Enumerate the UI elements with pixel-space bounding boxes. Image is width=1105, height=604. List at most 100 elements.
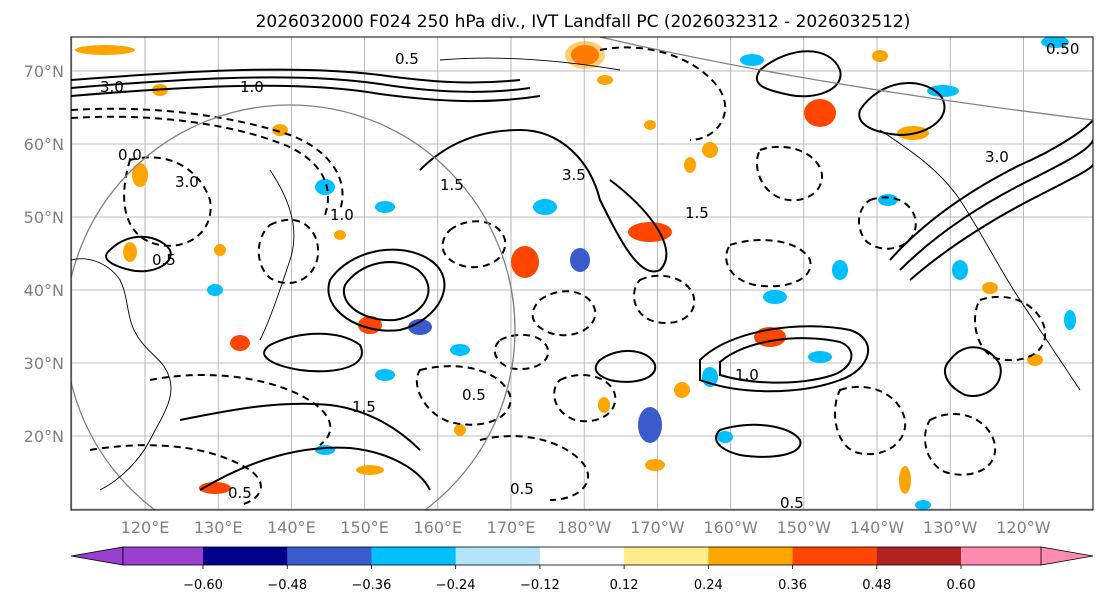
contour-line <box>633 274 696 324</box>
conv-blob <box>832 260 848 280</box>
conv-blob <box>375 369 395 381</box>
gray-circle <box>71 104 516 510</box>
div-blob <box>644 120 656 130</box>
contour-line <box>909 164 1093 281</box>
contour-line <box>493 333 550 370</box>
colorbar-tick-label: −0.24 <box>436 578 476 593</box>
latitude-label: 60°N <box>24 135 64 154</box>
contour-line <box>719 337 853 384</box>
contour-line <box>263 332 363 373</box>
conv-blob <box>952 260 968 280</box>
colorbar-bin <box>287 547 372 565</box>
colorbar-tick-label: −0.36 <box>352 578 392 593</box>
contour-line <box>699 325 870 393</box>
div-blob <box>982 282 998 294</box>
colorbar-tick-label: −0.60 <box>183 578 223 593</box>
gridlines <box>71 37 1093 510</box>
contour-line <box>123 156 212 247</box>
colorbar-bin <box>624 547 709 565</box>
colorbar-bin <box>792 547 878 565</box>
conv-blob <box>763 290 787 304</box>
div-blob <box>123 242 137 262</box>
contour-line <box>71 76 531 93</box>
div-blob <box>230 335 250 351</box>
longitude-label: 120°E <box>121 518 170 537</box>
div-blob <box>272 124 288 136</box>
colorbar-bin <box>876 547 962 565</box>
latitude-label: 20°N <box>24 427 64 446</box>
div-blob <box>334 230 346 240</box>
conv-blob <box>315 445 335 455</box>
reference-circle <box>71 37 1093 510</box>
chart-title: 2026032000 F024 250 hPa div., IVT Landfa… <box>256 12 911 32</box>
contour-label: 0.5 <box>152 251 176 269</box>
longitude-label: 160°W <box>703 518 758 537</box>
longitude-label: 150°W <box>777 518 832 537</box>
contour-line <box>441 220 507 269</box>
contour-line <box>149 374 332 446</box>
contour-line <box>599 46 727 141</box>
contour-line <box>105 235 172 273</box>
conv-blob <box>375 201 395 213</box>
contour-label: 0.5 <box>228 484 252 502</box>
conv-blob <box>878 194 898 206</box>
div-blob <box>645 459 665 471</box>
latitude-labels: 70°N 60°N 50°N 40°N 30°N 20°N <box>24 62 64 446</box>
contour-line <box>71 84 541 103</box>
colorbar-bin <box>961 547 1042 565</box>
contour-label: 3.0 <box>175 173 199 191</box>
coastlines <box>71 57 1081 491</box>
latitude-label: 40°N <box>24 281 64 300</box>
div-blob <box>804 99 836 127</box>
contour-line <box>974 295 1047 362</box>
conv-blob <box>740 54 764 66</box>
colorbar-bin <box>123 547 204 565</box>
conv-blob <box>927 85 959 97</box>
div-blob <box>684 157 696 173</box>
contour-line <box>899 139 1093 271</box>
coastline <box>439 57 621 71</box>
colorbar-bin <box>539 547 625 565</box>
contour-label: 0.5 <box>780 494 804 512</box>
coastline <box>259 169 295 341</box>
div-blob <box>565 41 605 69</box>
contour-line <box>858 82 946 137</box>
conv-blob <box>315 179 335 195</box>
div-blob <box>674 382 690 398</box>
contour-label: 0.5 <box>510 480 534 498</box>
contour-line <box>479 435 590 501</box>
contour-line <box>342 261 430 322</box>
longitude-label: 160°E <box>413 518 462 537</box>
contour-line <box>755 50 842 98</box>
div-blob <box>511 246 539 278</box>
contour-line <box>924 413 997 476</box>
div-blob <box>597 75 613 85</box>
conv-blob <box>1064 310 1076 330</box>
contour-line <box>834 385 907 456</box>
colorbar-tick-label: 0.60 <box>947 578 976 593</box>
contour-label: 1.0 <box>330 206 354 224</box>
contour-line <box>553 374 617 423</box>
contour-line <box>725 239 812 288</box>
colorbar-tick-label: 0.36 <box>778 578 807 593</box>
contour-line <box>71 68 521 84</box>
contour-line <box>199 446 431 491</box>
contour-label: 1.0 <box>735 366 759 384</box>
gray-arc <box>599 37 1093 121</box>
contour-line <box>944 346 1002 397</box>
contour-line <box>889 119 1093 261</box>
contour-label: 0.50 <box>1046 40 1079 58</box>
longitude-label: 170°W <box>630 518 685 537</box>
conv-blob <box>808 351 832 363</box>
colorbar-under-arrow <box>70 546 124 566</box>
colorbar-bin <box>203 547 288 565</box>
div-blob <box>132 163 148 187</box>
colorbar-tick-label: 0.24 <box>694 578 723 593</box>
coastline <box>71 258 172 491</box>
dashed-contours <box>71 46 1047 506</box>
colorbar: −0.60 −0.48 −0.36 −0.24 −0.12 0.12 0.24 0.36 0.4… <box>70 546 1094 593</box>
convergence-shading <box>207 37 1076 510</box>
latitude-label: 30°N <box>24 354 64 373</box>
contour-label: 0.5 <box>462 386 486 404</box>
